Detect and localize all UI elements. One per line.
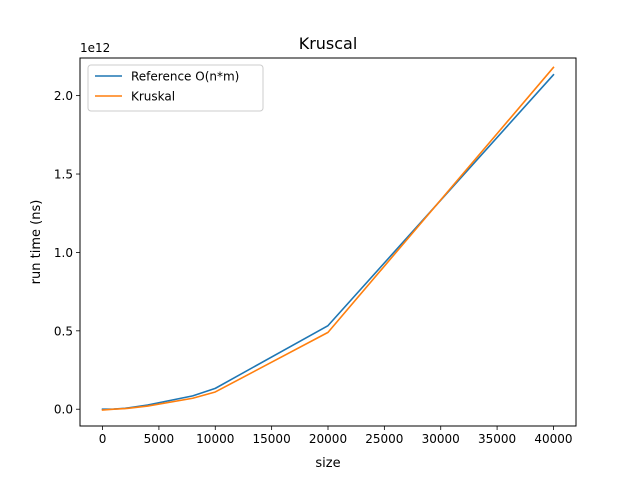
legend: Reference O(n*m) Kruskal bbox=[87, 64, 264, 112]
y-tick-label: 0.0 bbox=[54, 403, 73, 417]
x-tick-label: 35000 bbox=[478, 432, 516, 446]
y-tick-label: 0.5 bbox=[54, 324, 73, 338]
x-tick-label: 20000 bbox=[309, 432, 347, 446]
series-line-2 bbox=[101, 66, 555, 411]
y-tick-label: 1.0 bbox=[54, 246, 73, 260]
x-tick-label: 15000 bbox=[253, 432, 291, 446]
series-layer bbox=[101, 66, 555, 411]
legend-label-2: Kruskal bbox=[131, 90, 175, 104]
x-axis-label: size bbox=[315, 456, 340, 471]
chart-title: Kruscal bbox=[299, 34, 358, 53]
y-axis-offset-label: 1e12 bbox=[80, 41, 110, 55]
x-tick-label: 10000 bbox=[196, 432, 234, 446]
x-tick-label: 5000 bbox=[144, 432, 175, 446]
legend-box bbox=[87, 64, 264, 112]
x-tick-label: 40000 bbox=[534, 432, 572, 446]
y-axis-ticks: 0.0 0.5 1.0 1.5 2.0 bbox=[54, 89, 80, 417]
legend-items: Reference O(n*m) Kruskal bbox=[95, 70, 239, 104]
x-tick-label: 25000 bbox=[365, 432, 403, 446]
y-axis-label: run time (ns) bbox=[29, 200, 44, 285]
y-tick-label: 1.5 bbox=[54, 168, 73, 182]
legend-label-1: Reference O(n*m) bbox=[131, 70, 239, 84]
x-tick-label: 0 bbox=[99, 432, 107, 446]
x-axis-ticks: 0 5000 10000 15000 20000 25000 30000 35000 40000 bbox=[99, 426, 573, 446]
y-tick-label: 2.0 bbox=[54, 89, 73, 103]
x-tick-label: 30000 bbox=[422, 432, 460, 446]
